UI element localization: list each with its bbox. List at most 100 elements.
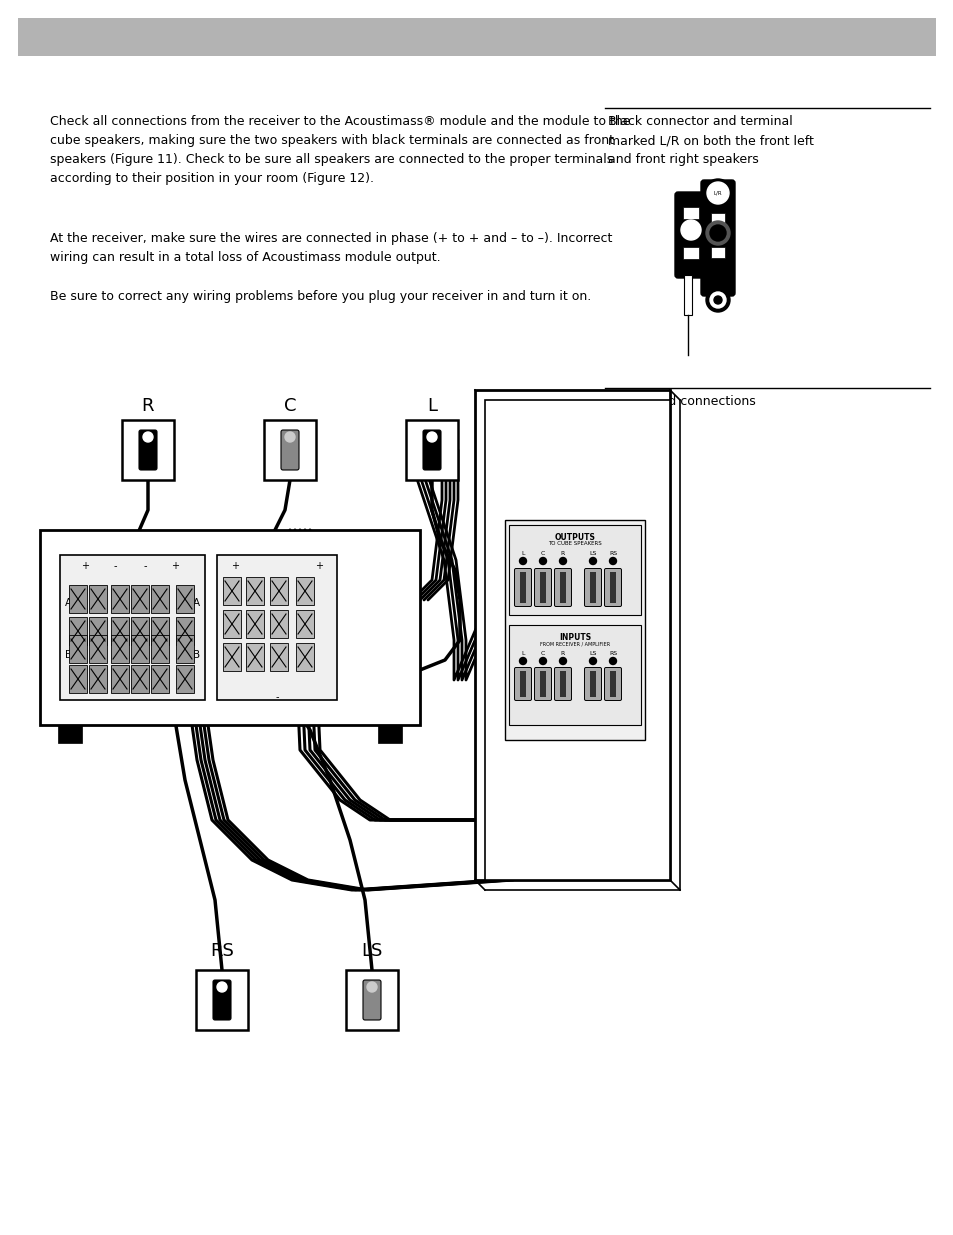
Bar	[58, 725, 82, 743]
Circle shape	[609, 657, 616, 664]
Bar	[683, 275, 691, 315]
Bar	[40, 530, 419, 725]
Bar	[609, 572, 616, 603]
Bar	[223, 577, 241, 605]
Bar	[111, 585, 129, 613]
Text: A: A	[193, 598, 200, 608]
Bar	[131, 664, 149, 693]
Bar	[223, 643, 241, 671]
Circle shape	[706, 182, 728, 204]
FancyBboxPatch shape	[534, 667, 551, 700]
Bar	[519, 671, 525, 697]
Bar	[710, 247, 724, 258]
Bar	[270, 610, 288, 638]
Circle shape	[705, 221, 729, 245]
Bar	[223, 610, 241, 638]
Text: RS: RS	[210, 942, 233, 960]
Text: LS: LS	[589, 551, 596, 556]
Circle shape	[519, 557, 526, 564]
Text: +: +	[231, 561, 239, 571]
Circle shape	[703, 179, 731, 207]
Circle shape	[713, 296, 721, 304]
FancyBboxPatch shape	[514, 667, 531, 700]
Bar	[509, 525, 640, 615]
Text: +: +	[81, 561, 89, 571]
Text: B: B	[65, 650, 72, 659]
Bar	[131, 618, 149, 645]
FancyBboxPatch shape	[139, 430, 157, 471]
Circle shape	[709, 225, 725, 241]
Text: LS: LS	[361, 942, 382, 960]
Bar	[175, 618, 193, 645]
Text: B: B	[193, 650, 200, 659]
Bar	[89, 585, 107, 613]
FancyBboxPatch shape	[534, 568, 551, 606]
FancyBboxPatch shape	[281, 430, 298, 471]
FancyBboxPatch shape	[213, 981, 231, 1020]
Text: L: L	[520, 551, 524, 556]
Text: Black connector and terminal
marked L/R on both the front left
and front right s: Black connector and terminal marked L/R …	[607, 115, 813, 165]
Bar	[484, 400, 669, 881]
FancyBboxPatch shape	[514, 568, 531, 606]
Bar	[682, 247, 699, 259]
Bar	[270, 577, 288, 605]
Text: L: L	[520, 651, 524, 656]
Text: +: +	[314, 561, 323, 571]
Bar	[246, 577, 264, 605]
Text: C: C	[540, 551, 544, 556]
FancyBboxPatch shape	[604, 667, 620, 700]
Text: R: R	[560, 551, 564, 556]
Bar	[111, 618, 129, 645]
Bar	[539, 572, 545, 603]
FancyBboxPatch shape	[422, 430, 440, 471]
Bar	[295, 610, 314, 638]
Text: A: A	[65, 598, 72, 608]
FancyBboxPatch shape	[675, 191, 708, 278]
Bar	[609, 671, 616, 697]
Bar	[216, 555, 336, 700]
Bar	[175, 585, 193, 613]
Circle shape	[589, 657, 596, 664]
Bar	[195, 969, 248, 1030]
Bar	[295, 577, 314, 605]
FancyBboxPatch shape	[363, 981, 380, 1020]
Bar	[504, 520, 644, 740]
Bar	[111, 664, 129, 693]
Bar	[539, 671, 545, 697]
Text: -: -	[113, 561, 116, 571]
Text: OUTPUTS: OUTPUTS	[554, 534, 595, 542]
Circle shape	[285, 432, 294, 442]
Bar	[89, 635, 107, 663]
Bar	[509, 625, 640, 725]
FancyBboxPatch shape	[584, 667, 601, 700]
Circle shape	[680, 220, 700, 240]
Bar	[295, 643, 314, 671]
Text: INPUTS: INPUTS	[558, 634, 591, 642]
Bar	[175, 635, 193, 663]
Bar	[131, 585, 149, 613]
Text: RS: RS	[608, 651, 617, 656]
Circle shape	[709, 291, 725, 308]
Bar	[89, 618, 107, 645]
Bar	[60, 555, 205, 700]
Bar	[559, 671, 565, 697]
Bar	[519, 572, 525, 603]
Bar	[151, 585, 169, 613]
Bar	[589, 671, 596, 697]
Bar	[377, 725, 401, 743]
Bar	[151, 618, 169, 645]
Text: L/R: L/R	[713, 190, 721, 195]
Bar	[264, 420, 315, 480]
FancyBboxPatch shape	[554, 667, 571, 700]
Bar	[246, 610, 264, 638]
Bar	[111, 635, 129, 663]
Text: +: +	[171, 561, 179, 571]
Text: At the receiver, make sure the wires are connected in phase (+ to + and – to –).: At the receiver, make sure the wires are…	[50, 232, 612, 264]
Circle shape	[539, 657, 546, 664]
Circle shape	[609, 557, 616, 564]
Text: R: R	[142, 396, 154, 415]
Text: TO CUBE SPEAKERS: TO CUBE SPEAKERS	[548, 541, 601, 546]
Bar	[131, 635, 149, 663]
Circle shape	[558, 557, 566, 564]
FancyBboxPatch shape	[604, 568, 620, 606]
